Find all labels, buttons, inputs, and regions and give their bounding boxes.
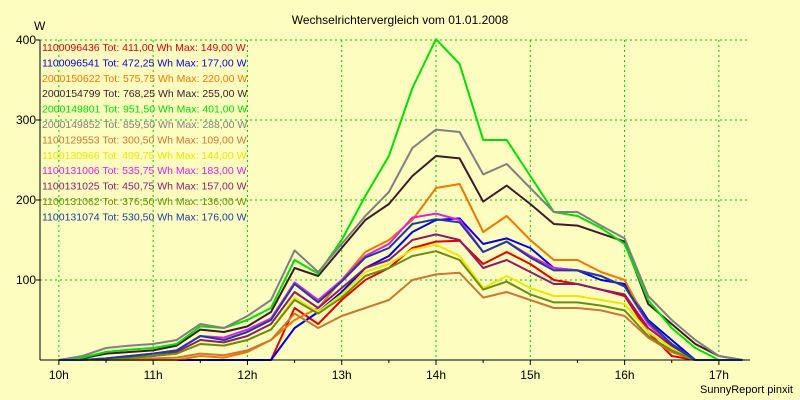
y-tick-label: 200	[16, 193, 36, 207]
y-axis-unit-label: W	[34, 19, 46, 33]
x-tick-label: 13h	[332, 368, 352, 382]
y-tick-label: 400	[16, 33, 36, 47]
y-tick-label: 100	[16, 273, 36, 287]
legend-entry-1100130966: 1100130966 Tot: 409,75 Wh Max: 144,00 W	[42, 150, 247, 162]
legend-entry-1100131006: 1100131006 Tot: 535,75 Wh Max: 183,00 W	[42, 165, 247, 177]
grid	[40, 39, 750, 360]
legend-entry-1100131025: 1100131025 Tot: 450,75 Wh Max: 157,00 W	[42, 181, 247, 193]
legend: 1100096436 Tot: 411,00 Wh Max: 149,00 W 1…	[42, 42, 247, 223]
axes: 100 200 300 400 10h 11h 12h 13h 14h 15h 16h 17h	[16, 33, 750, 382]
x-tick-label: 10h	[49, 368, 69, 382]
legend-entry-1100131062: 1100131062 Tot: 376,50 Wh Max: 136,00 W	[42, 196, 247, 208]
x-tick-label: 11h	[144, 368, 163, 382]
report-footer: SunnyReport pinxit	[700, 384, 793, 396]
chart-title: Wechselrichtervergleich vom 01.01.2008	[292, 13, 509, 27]
legend-entry-2000149801: 2000149801 Tot: 951,50 Wh Max: 401,00 W	[42, 104, 247, 116]
legend-entry-2000149852: 2000149852 Tot: 859,50 Wh Max: 288,00 W	[42, 119, 247, 131]
series-line-1100129553	[58, 271, 743, 361]
x-tick-label: 12h	[237, 368, 257, 382]
series-line-2000149852	[58, 128, 743, 361]
legend-entry-2000154799: 2000154799 Tot: 768,25 Wh Max: 255,00 W	[42, 88, 247, 100]
x-tick-label: 15h	[520, 368, 540, 382]
series-line-2000149801	[58, 38, 743, 361]
legend-entry-1100096436: 1100096436 Tot: 411,00 Wh Max: 149,00 W	[42, 42, 246, 54]
legend-entry-1100129553: 1100129553 Tot: 300,50 Wh Max: 109,00 W	[42, 134, 247, 146]
series-line-1100131025	[58, 233, 743, 361]
x-tick-label: 17h	[709, 368, 729, 382]
y-tick-label: 300	[16, 113, 36, 127]
x-tick-label: 14h	[426, 368, 446, 382]
legend-entry-1100096541: 1100096541 Tot: 472,25 Wh Max: 177,00 W	[42, 57, 247, 69]
legend-entry-1100131074: 1100131074 Tot: 530,50 Wh Max: 176,00 W	[42, 211, 247, 223]
series-line-1100131062	[58, 250, 743, 361]
series-line-1100131074	[58, 218, 743, 361]
legend-entry-2000150622: 2000150622 Tot: 575,75 Wh Max: 220,00 W	[42, 73, 247, 85]
x-tick-label: 16h	[615, 368, 635, 382]
